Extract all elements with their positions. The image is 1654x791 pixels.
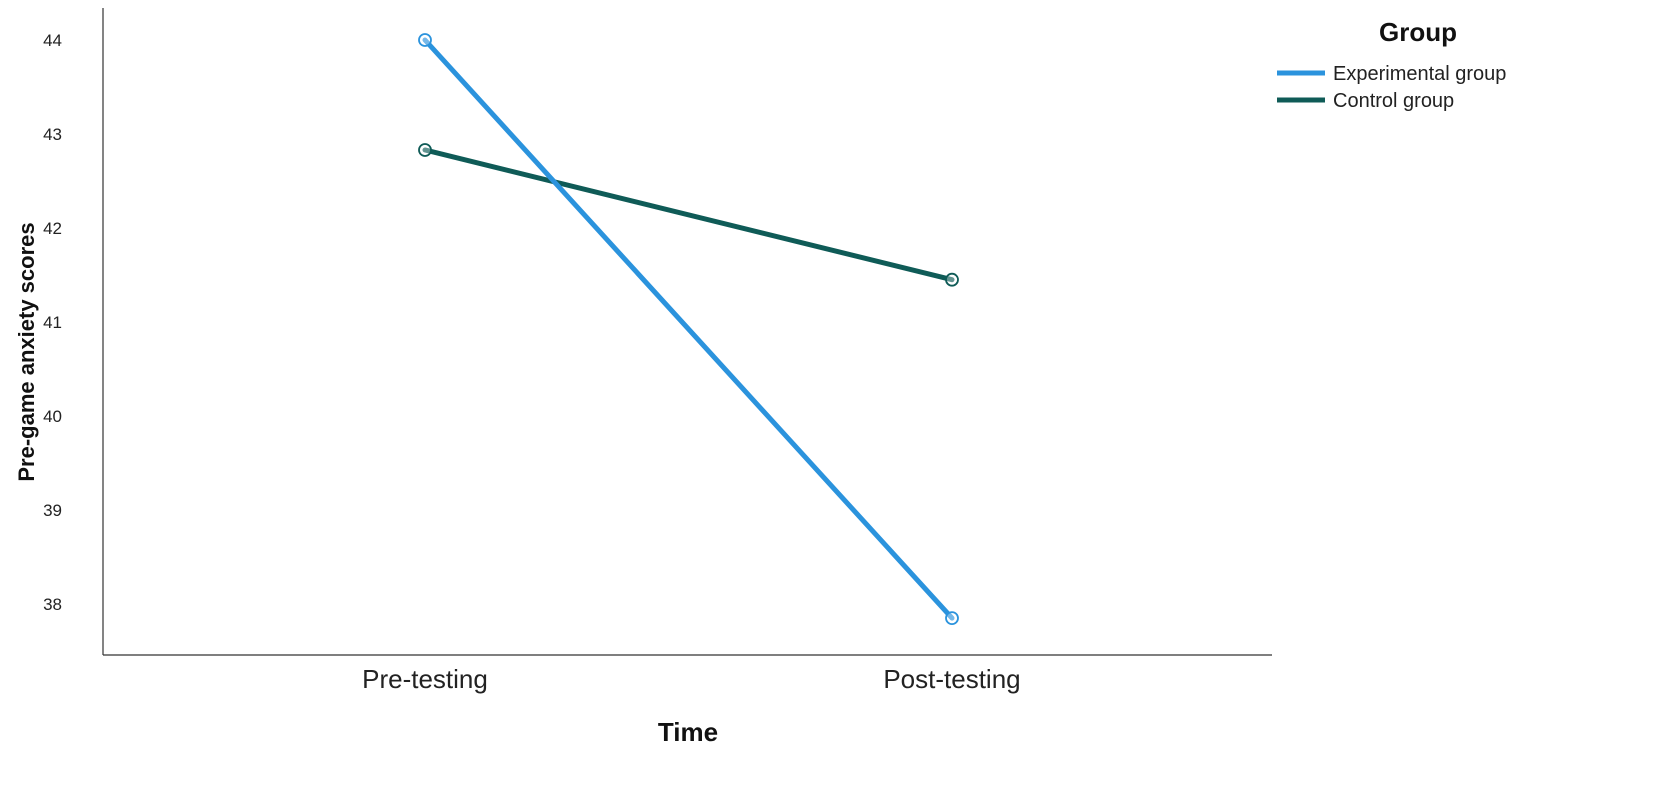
x-axis-title: Time: [658, 717, 718, 747]
legend: Group Experimental group Control group: [1277, 17, 1506, 112]
y-tick-label: 42: [43, 219, 62, 238]
x-tick-label: Pre-testing: [362, 664, 488, 694]
y-tick-label: 41: [43, 313, 62, 332]
data-point-marker: [945, 272, 959, 287]
series-layer: [418, 33, 959, 625]
x-tick-labels: Pre-testing Post-testing: [362, 664, 1021, 694]
series-line-1: [422, 147, 955, 283]
legend-label: Control group: [1333, 90, 1454, 112]
axes: [102, 8, 1272, 656]
y-tick-label: 43: [43, 125, 62, 144]
series-line-0: [422, 37, 955, 621]
y-tick-label: 44: [43, 31, 62, 50]
y-axis-title: Pre-game anxiety scores: [14, 222, 39, 481]
data-point-marker: [945, 611, 959, 625]
y-tick-label: 39: [43, 501, 62, 520]
y-tick-label: 40: [43, 407, 62, 426]
y-tick-label: 38: [43, 595, 62, 614]
legend-title: Group: [1379, 17, 1457, 47]
y-tick-labels: 38 39 40 41 42 43 44: [43, 31, 62, 614]
legend-label: Experimental group: [1333, 63, 1506, 85]
data-point-marker: [418, 33, 432, 47]
data-point-marker: [418, 143, 432, 157]
x-tick-label: Post-testing: [883, 664, 1020, 694]
